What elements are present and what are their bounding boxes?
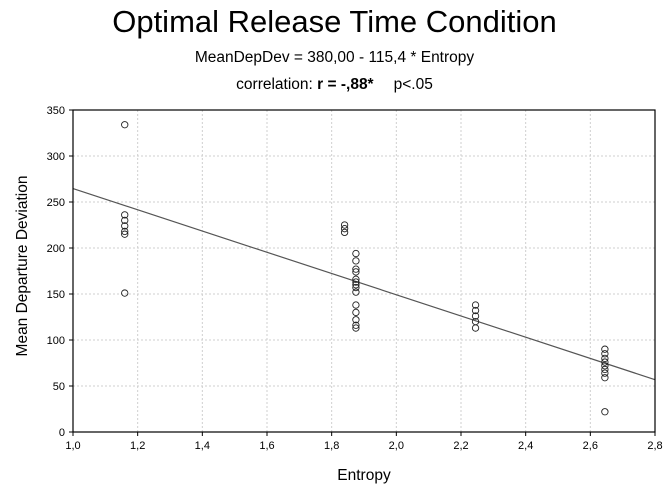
data-point bbox=[601, 350, 609, 358]
data-point bbox=[121, 222, 129, 230]
y-tick-label: 250 bbox=[47, 197, 65, 209]
data-point bbox=[121, 230, 129, 238]
data-point bbox=[352, 275, 360, 283]
data-point bbox=[352, 324, 360, 332]
x-tick-label: 1,2 bbox=[130, 440, 145, 452]
data-point bbox=[352, 283, 360, 292]
chart-title: Optimal Release Time Condition bbox=[112, 4, 557, 39]
data-point bbox=[471, 324, 480, 332]
x-tick-labels: 1,0 1,2 1,4 1,6 1,8 2,0 2,2 2,4 2,6 2,8 bbox=[65, 440, 662, 452]
data-point bbox=[601, 365, 609, 374]
data-point bbox=[121, 121, 129, 129]
data-point bbox=[352, 249, 360, 258]
p-value: p<.05 bbox=[393, 76, 433, 93]
x-tick-label: 2,6 bbox=[583, 440, 598, 452]
data-point bbox=[471, 306, 480, 315]
plot-frame bbox=[72, 109, 656, 433]
x-tick-label: 2,0 bbox=[389, 440, 404, 452]
x-tick-label: 2,4 bbox=[518, 440, 533, 452]
data-point bbox=[121, 211, 129, 219]
grid-lines bbox=[73, 110, 655, 432]
correlation-value: r = -,88* bbox=[317, 76, 374, 93]
data-point bbox=[601, 358, 609, 366]
data-point bbox=[601, 374, 609, 382]
y-tick-label: 200 bbox=[47, 243, 65, 255]
regression-line bbox=[72, 187, 656, 381]
data-point bbox=[471, 312, 480, 320]
data-point bbox=[352, 308, 360, 317]
data-point bbox=[352, 265, 360, 273]
axis-ticks bbox=[69, 109, 656, 436]
x-tick-label: 2,2 bbox=[453, 440, 468, 452]
data-point bbox=[601, 408, 609, 416]
y-tick-label: 300 bbox=[47, 151, 65, 163]
y-tick-label: 150 bbox=[47, 289, 65, 301]
data-point bbox=[601, 369, 609, 377]
data-point bbox=[352, 278, 360, 286]
data-point bbox=[121, 227, 129, 236]
data-point bbox=[352, 316, 360, 324]
x-tick-label: 1,6 bbox=[259, 440, 274, 452]
correlation-prefix: correlation: bbox=[236, 76, 313, 93]
data-point bbox=[601, 354, 609, 363]
x-tick-label: 2,8 bbox=[647, 440, 662, 452]
data-point bbox=[340, 228, 349, 237]
x-tick-label: 1,4 bbox=[195, 440, 210, 452]
y-tick-label: 0 bbox=[59, 427, 65, 439]
data-point bbox=[340, 225, 349, 233]
data-points bbox=[121, 121, 609, 416]
data-point bbox=[352, 257, 360, 265]
data-point bbox=[121, 289, 129, 297]
x-tick-label: 1,8 bbox=[324, 440, 339, 452]
data-point bbox=[352, 301, 360, 309]
data-point bbox=[352, 268, 360, 276]
data-point bbox=[601, 362, 609, 370]
y-tick-label: 50 bbox=[53, 381, 65, 393]
data-point bbox=[352, 321, 360, 329]
y-axis-title: Mean Departure Deviation bbox=[14, 176, 31, 357]
y-tick-label: 350 bbox=[47, 105, 65, 117]
data-point bbox=[121, 216, 129, 225]
regression-equation: MeanDepDev = 380,00 - 115,4 * Entropy bbox=[194, 49, 475, 66]
data-point bbox=[340, 221, 349, 229]
data-point bbox=[352, 281, 360, 289]
x-axis-title: Entropy bbox=[337, 467, 391, 484]
data-point bbox=[352, 288, 360, 296]
correlation-line: correlation: r = -,88* p<.05 bbox=[0, 76, 669, 94]
y-tick-labels: 0 50 100 150 200 250 300 350 bbox=[47, 105, 65, 439]
y-tick-label: 100 bbox=[47, 335, 65, 347]
x-tick-label: 1,0 bbox=[65, 440, 80, 452]
data-point bbox=[471, 301, 480, 309]
data-point bbox=[601, 345, 609, 353]
